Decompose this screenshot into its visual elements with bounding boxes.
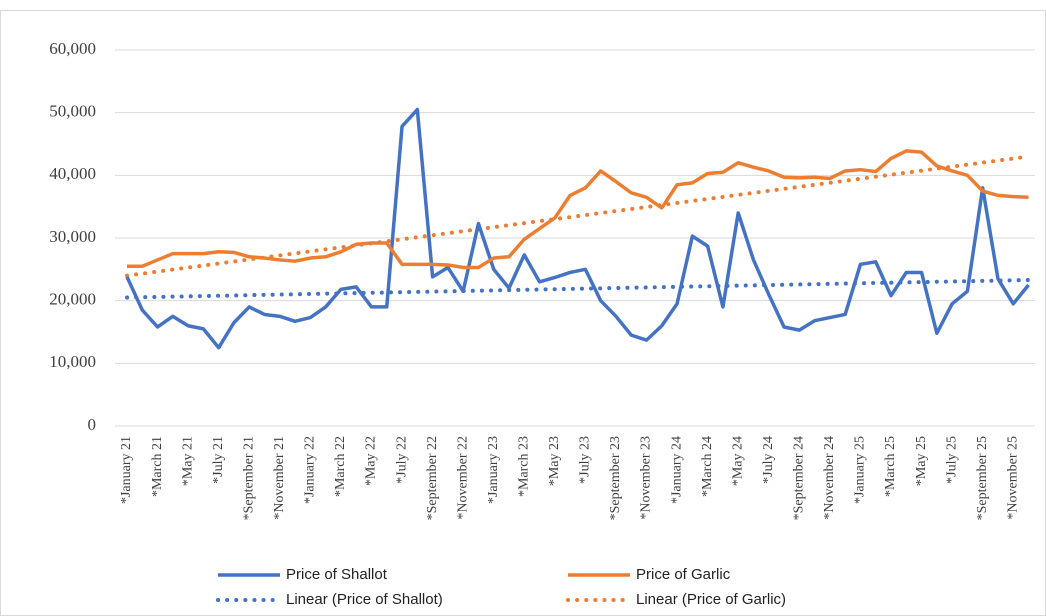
x-tick-label: *January 21 xyxy=(119,436,134,504)
x-tick-label: *May 24 xyxy=(730,436,745,486)
x-tick-label: *May 21 xyxy=(180,436,195,486)
x-tick-label: *September 22 xyxy=(425,436,440,520)
x-tick-label: *May 22 xyxy=(364,436,379,486)
x-tick-label: *November 23 xyxy=(639,436,654,520)
x-tick-label: *July 25 xyxy=(944,436,959,484)
y-tick-label: 20,000 xyxy=(49,290,96,309)
x-tick-label: *November 25 xyxy=(1005,436,1020,520)
legend-label: Linear (Price of Garlic) xyxy=(636,591,786,608)
x-tick-label: *January 25 xyxy=(853,436,868,504)
chart-frame xyxy=(0,10,1046,616)
x-tick-label: *July 21 xyxy=(211,436,226,484)
x-tick-label: *September 23 xyxy=(608,436,623,520)
x-tick-label: *July 24 xyxy=(761,436,776,484)
series-line xyxy=(125,107,1030,350)
x-tick-label: *July 23 xyxy=(578,436,593,484)
x-tick-label: *January 22 xyxy=(303,436,318,504)
x-tick-label: *September 21 xyxy=(241,436,256,520)
x-tick-label: *May 23 xyxy=(547,436,562,486)
y-tick-label: 0 xyxy=(88,415,97,434)
x-tick-label: *September 25 xyxy=(975,436,990,520)
x-tick-label: *November 24 xyxy=(822,436,837,520)
x-tick-label: *January 23 xyxy=(486,436,501,504)
x-tick-label: *November 21 xyxy=(272,436,287,520)
x-tick-label: *January 24 xyxy=(669,436,684,504)
y-tick-label: 30,000 xyxy=(49,227,96,246)
trend-line xyxy=(125,154,1031,278)
x-tick-label: *July 22 xyxy=(394,436,409,484)
y-tick-label: 50,000 xyxy=(49,102,96,121)
x-tick-label: *May 25 xyxy=(914,436,929,486)
x-tick-label: *March 21 xyxy=(150,436,165,497)
x-tick-label: *March 24 xyxy=(700,436,715,497)
x-tick-label: *November 22 xyxy=(455,436,470,520)
x-tick-label: *March 22 xyxy=(333,436,348,497)
legend-label: Price of Shallot xyxy=(286,566,388,583)
y-tick-label: 10,000 xyxy=(49,352,96,371)
x-tick-label: *September 24 xyxy=(792,436,807,520)
y-tick-label: 40,000 xyxy=(49,164,96,183)
legend-label: Linear (Price of Shallot) xyxy=(286,591,443,608)
y-tick-label: 60,000 xyxy=(49,39,96,58)
x-tick-label: *March 25 xyxy=(883,436,898,497)
legend-label: Price of Garlic xyxy=(636,566,731,583)
x-tick-label: *March 23 xyxy=(516,436,531,497)
series-line xyxy=(127,149,1029,270)
